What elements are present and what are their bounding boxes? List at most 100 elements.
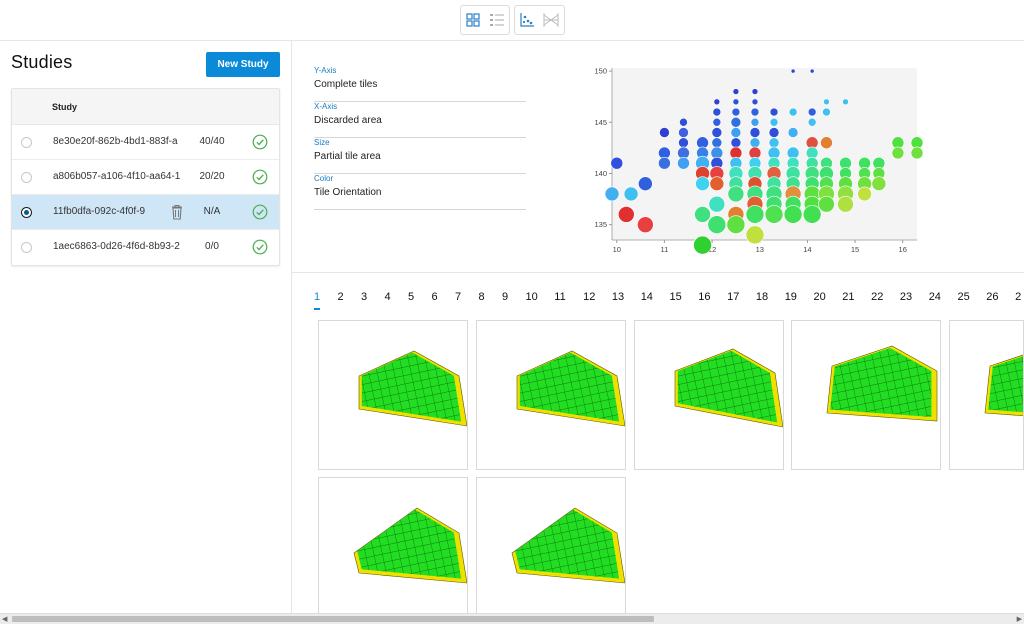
scatter-point[interactable] (787, 127, 799, 138)
page-tab-18[interactable]: 18 (755, 291, 769, 303)
layout-thumbnail[interactable] (634, 320, 784, 470)
scatter-chart[interactable]: 10 11 12 13 14 15 16 135 140 145 150 (590, 58, 930, 258)
scatter-point[interactable] (842, 98, 849, 106)
grid-view-button[interactable] (461, 6, 485, 34)
layout-thumbnail[interactable] (949, 320, 1024, 470)
layout-thumbnail[interactable] (476, 477, 626, 624)
layout-thumbnail[interactable] (318, 477, 468, 624)
page-tab-5[interactable]: 5 (408, 291, 415, 303)
scatter-point[interactable] (745, 205, 765, 224)
layout-thumbnail[interactable] (318, 320, 468, 470)
scatter-point[interactable] (790, 68, 796, 74)
page-tab-13[interactable]: 13 (611, 291, 625, 303)
trash-icon[interactable] (170, 204, 184, 220)
scatter-point[interactable] (910, 146, 924, 160)
page-tab-27[interactable]: 2 (1015, 291, 1022, 303)
scatter-point[interactable] (768, 127, 780, 138)
page-tab-22[interactable]: 22 (871, 291, 884, 303)
page-tab-8[interactable]: 8 (478, 291, 485, 303)
row-radio[interactable] (21, 242, 32, 253)
scatter-point[interactable] (617, 206, 635, 223)
scatter-point[interactable] (857, 186, 872, 202)
page-tab-1[interactable]: 1 (314, 291, 321, 310)
scatter-point[interactable] (749, 137, 761, 149)
page-tab-10[interactable]: 10 (525, 291, 538, 303)
page-tab-17[interactable]: 17 (727, 291, 740, 303)
table-row[interactable]: a806b057-a106-4f10-aa64-1 20/20 (12, 160, 279, 195)
scatter-point[interactable] (678, 127, 689, 138)
scatter-point[interactable] (818, 195, 835, 213)
list-view-button[interactable] (485, 6, 509, 34)
scatter-point[interactable] (750, 107, 760, 117)
page-tab-15[interactable]: 15 (669, 291, 682, 303)
scatter-point[interactable] (749, 127, 761, 138)
scatter-point[interactable] (712, 107, 722, 117)
row-radio[interactable] (21, 207, 32, 218)
scatter-point[interactable] (783, 205, 803, 224)
scatter-point[interactable] (659, 127, 670, 138)
page-tab-11[interactable]: 11 (554, 291, 566, 303)
table-row[interactable]: 11fb0dfa-092c-4f0f-9 N/A (12, 195, 279, 230)
page-tab-4[interactable]: 4 (384, 291, 391, 303)
page-tab-3[interactable]: 3 (361, 291, 368, 303)
scatter-point[interactable] (731, 107, 741, 117)
scatter-point[interactable] (694, 206, 711, 223)
page-tab-12[interactable]: 12 (583, 291, 596, 303)
scatter-point[interactable] (730, 137, 742, 149)
scatter-point[interactable] (822, 107, 831, 117)
scrollbar-thumb[interactable] (12, 616, 654, 622)
row-radio[interactable] (21, 172, 32, 183)
scatter-point[interactable] (750, 117, 760, 127)
table-row[interactable]: 1aec6863-0d26-4f6d-8b93-2 0/0 (12, 230, 279, 265)
scatter-point[interactable] (769, 117, 779, 127)
table-row[interactable]: 8e30e20f-862b-4bd1-883f-a 40/40 (12, 125, 279, 160)
page-tab-21[interactable]: 21 (842, 291, 855, 303)
scatter-point[interactable] (678, 137, 689, 149)
scatter-point[interactable] (709, 176, 725, 191)
scatter-point[interactable] (713, 98, 721, 106)
scatter-point[interactable] (823, 98, 830, 106)
scatter-point[interactable] (802, 205, 822, 224)
scatter-point[interactable] (837, 195, 854, 213)
scatter-point[interactable] (788, 107, 798, 117)
layout-thumbnail[interactable] (476, 320, 626, 470)
page-tab-26[interactable]: 26 (986, 291, 999, 303)
page-tab-19[interactable]: 19 (784, 291, 797, 303)
scatter-point[interactable] (730, 127, 742, 138)
scatter-point[interactable] (707, 215, 727, 234)
scatter-point[interactable] (693, 235, 712, 255)
scatter-point[interactable] (708, 195, 726, 213)
scatter-point[interactable] (695, 176, 710, 191)
scatter-point[interactable] (745, 225, 765, 245)
scatter-point[interactable] (726, 215, 746, 234)
layout-thumbnail[interactable] (791, 320, 941, 470)
page-tab-23[interactable]: 23 (899, 291, 913, 303)
scatter-point[interactable] (604, 186, 620, 202)
horizontal-scrollbar[interactable]: ◀ ▶ (0, 613, 1024, 624)
scatter-point[interactable] (871, 176, 887, 191)
scatter-point[interactable] (730, 116, 742, 128)
page-tab-7[interactable]: 7 (455, 291, 462, 303)
page-tab-6[interactable]: 6 (431, 291, 438, 303)
scatter-point[interactable] (732, 98, 740, 106)
scatter-point[interactable] (637, 216, 654, 233)
scatter-point[interactable] (623, 186, 639, 202)
scatter-point[interactable] (638, 176, 653, 191)
scatter-point[interactable] (712, 117, 722, 127)
scatter-point[interactable] (751, 98, 759, 106)
parallel-view-button[interactable] (539, 6, 563, 34)
scatter-point[interactable] (732, 88, 740, 95)
page-tab-14[interactable]: 14 (640, 291, 653, 303)
scatter-point[interactable] (610, 156, 624, 170)
scatter-point[interactable] (891, 146, 905, 160)
color-select[interactable]: Color Tile Orientation (314, 174, 526, 210)
scatter-point[interactable] (768, 137, 780, 149)
scatter-point[interactable] (711, 137, 723, 149)
page-tab-16[interactable]: 16 (698, 291, 711, 303)
row-radio[interactable] (21, 137, 32, 148)
scatter-point[interactable] (727, 185, 745, 203)
scatter-point[interactable] (679, 117, 688, 127)
scatter-point[interactable] (677, 156, 690, 170)
scatter-point[interactable] (658, 156, 671, 170)
scatter-view-button[interactable] (515, 6, 539, 34)
